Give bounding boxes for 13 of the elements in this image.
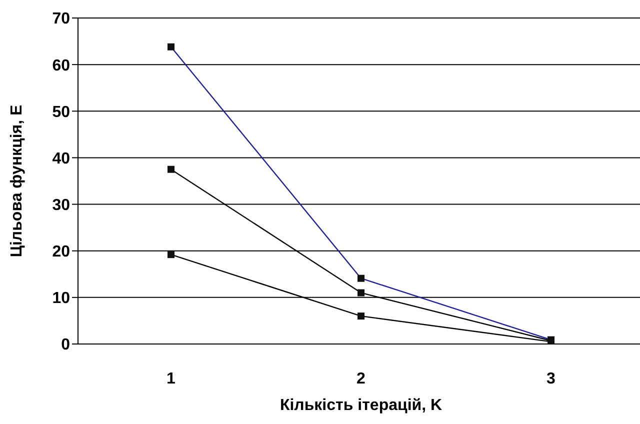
y-tick-label: 10 bbox=[52, 290, 70, 308]
y-tick-label: 50 bbox=[52, 104, 70, 121]
x-tick-label: 3 bbox=[546, 370, 556, 388]
y-tick-label: 30 bbox=[52, 196, 70, 214]
y-axis-title: Цільова функція, E bbox=[8, 104, 26, 258]
y-tick-label: 60 bbox=[52, 57, 70, 74]
x-axis-title: Кількість ітерацій, K bbox=[280, 397, 442, 414]
y-tick-label: 70 bbox=[52, 10, 70, 28]
x-tick-label: 2 bbox=[356, 370, 366, 388]
y-tick-label: 0 bbox=[61, 336, 70, 354]
x-tick-label: 1 bbox=[166, 370, 176, 388]
y-tick-label: 20 bbox=[52, 244, 70, 261]
y-tick-label: 40 bbox=[52, 150, 70, 168]
